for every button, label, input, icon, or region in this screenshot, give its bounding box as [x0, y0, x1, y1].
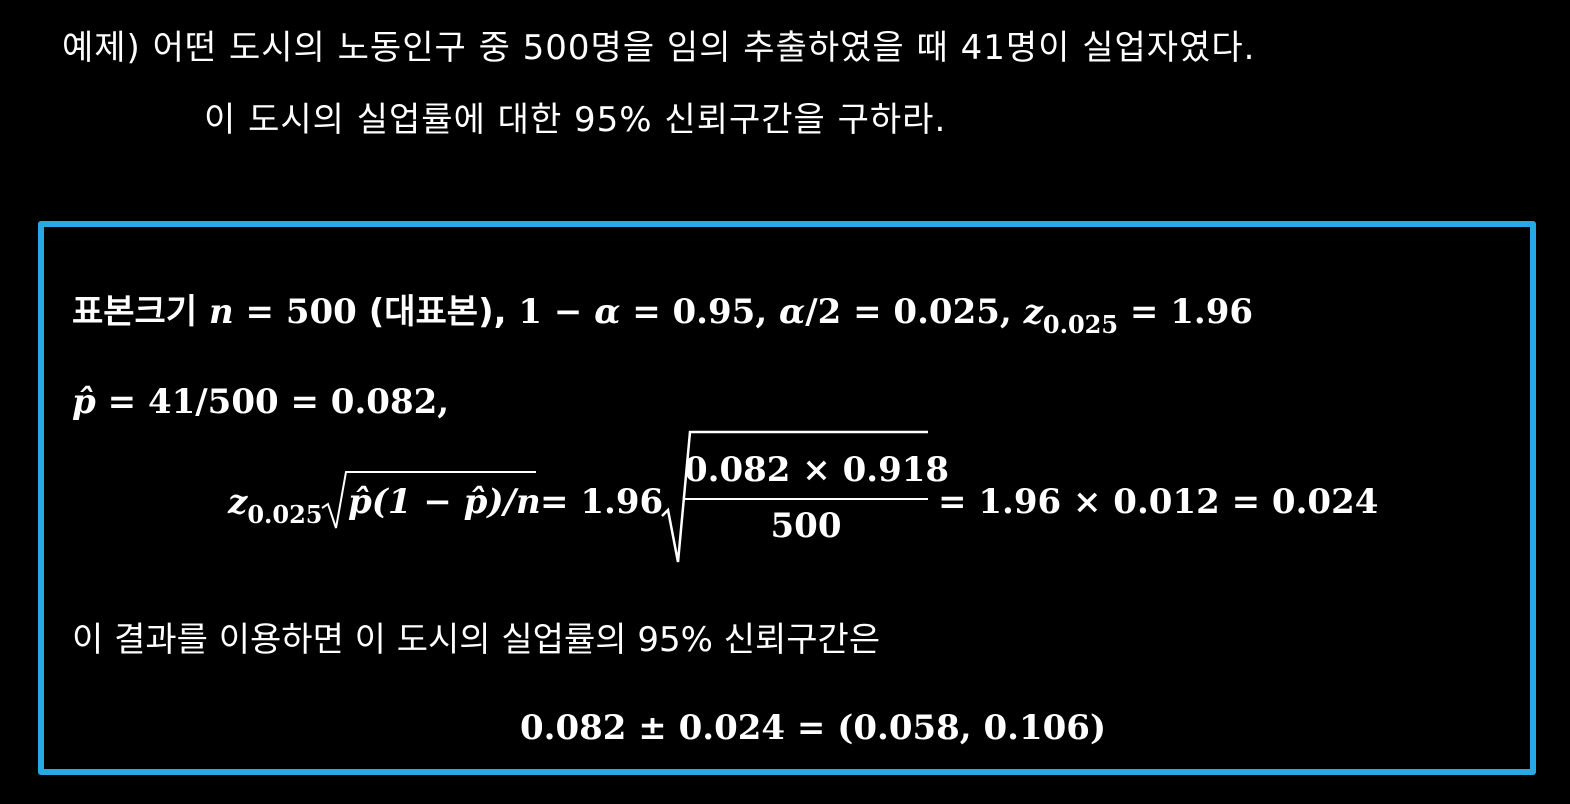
fraction-denominator: 500 — [770, 506, 842, 546]
problem-line-1: 예제) 어떤 도시의 노동인구 중 500명을 임의 추출하였을 때 41명이 … — [62, 28, 1256, 68]
fraction: 0.082 × 0.918 500 — [684, 448, 950, 548]
var-alpha: α — [594, 292, 621, 332]
large-sample-note: (대표본), — [368, 292, 507, 332]
equals-196: = 1.96 — [540, 482, 664, 522]
var-z: z — [1023, 292, 1043, 332]
z-subscript: 0.025 — [1042, 310, 1119, 339]
fraction-bar — [684, 498, 928, 500]
confidence-interval: 0.082 ± 0.024 = (0.058, 0.106) — [520, 708, 1107, 748]
sqrt-content: p̂(1 − p̂)/n — [348, 482, 541, 522]
margin-result: = 1.96 × 0.012 = 0.024 — [938, 482, 1379, 522]
confidence-value: = 0.95, — [620, 292, 780, 332]
solution-box — [38, 221, 1536, 775]
fraction-numerator: 0.082 × 0.918 — [684, 450, 950, 490]
margin-z: z0.025 — [228, 482, 323, 529]
alpha-half: /2 = 0.025, — [805, 292, 1024, 332]
var-n: n — [208, 292, 234, 332]
margin-z-subscript: 0.025 — [247, 500, 323, 529]
n-value: = 500 — [233, 292, 369, 332]
z-value: = 1.96 — [1118, 292, 1254, 332]
var-alpha-2: α — [779, 292, 806, 332]
problem-line-2: 이 도시의 실업률에 대한 95% 신뢰구간을 구하라. — [204, 100, 947, 140]
solution-line-phat: p̂ = 41/500 = 0.082, — [72, 382, 449, 422]
sample-size-label: 표본크기 — [72, 292, 198, 332]
solution-line-sample-size: 표본크기 n = 500 (대표본), 1 − α = 0.95, α/2 = … — [72, 284, 1253, 339]
var-phat: p̂ — [72, 382, 96, 422]
phat-value: = 41/500 = 0.082, — [95, 382, 450, 422]
problem-statement: 예제) 어떤 도시의 노동인구 중 500명을 임의 추출하였을 때 41명이 … — [0, 0, 1570, 200]
big-sqrt-symbol — [661, 430, 928, 563]
one-minus: 1 − — [506, 292, 595, 332]
small-sqrt-symbol — [321, 471, 536, 529]
conclusion-text: 이 결과를 이용하면 이 도시의 실업률의 95% 신뢰구간은 — [72, 620, 881, 660]
